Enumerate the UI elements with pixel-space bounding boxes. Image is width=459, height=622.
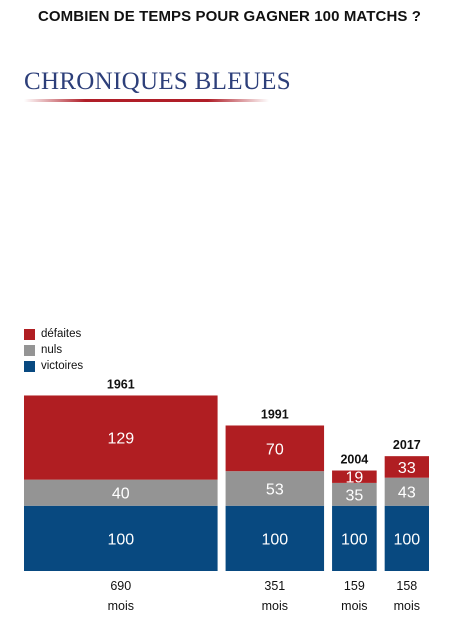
legend-label-defaites: défaites	[41, 328, 82, 340]
bar-segment-2004-1	[332, 482, 377, 506]
logo-rule	[24, 99, 269, 102]
year-label-1961: 1961	[107, 377, 135, 391]
bar-segment-2017-0	[384, 505, 429, 571]
legend-item-defaites: défaites	[24, 326, 83, 342]
legend-label-nuls: nuls	[41, 344, 63, 356]
bar-segment-1991-0	[225, 505, 325, 571]
legend-swatch-defaites	[24, 328, 35, 340]
bar-segment-2017-1	[384, 477, 429, 506]
value-label-1961-1: 40	[112, 486, 130, 503]
legend-item-victoires: victoires	[24, 358, 83, 374]
months-unit-1991: mois	[262, 599, 288, 613]
bar-segment-2017-2	[384, 456, 429, 478]
bar-segment-1961-2	[24, 395, 218, 480]
value-label-1991-1: 53	[266, 481, 284, 498]
legend: défaites nuls victoires	[24, 326, 83, 374]
chart-title: COMBIEN DE TEMPS POUR GAGNER 100 MATCHS …	[37, 8, 422, 25]
year-label-2017: 2017	[393, 438, 421, 452]
months-unit-2004: mois	[341, 599, 367, 613]
year-label-2004: 2004	[340, 453, 368, 467]
months-unit-2017: mois	[394, 599, 420, 613]
value-label-2017-2: 33	[398, 460, 416, 477]
bar-segment-2004-0	[332, 505, 377, 571]
value-label-2004-2: 19	[345, 470, 363, 487]
months-unit-1961: mois	[108, 599, 134, 613]
legend-item-nuls: nuls	[24, 342, 83, 358]
legend-swatch-victoires	[24, 360, 35, 372]
value-label-2004-0: 100	[341, 531, 368, 548]
value-label-1991-2: 70	[266, 441, 284, 458]
months-value-1991: 351	[264, 579, 285, 593]
value-label-2017-1: 43	[398, 485, 416, 502]
legend-swatch-nuls	[24, 344, 35, 356]
months-value-1961: 690	[110, 579, 131, 593]
legend-label-victoires: victoires	[41, 360, 84, 372]
value-label-1991-0: 100	[261, 531, 288, 548]
value-label-1961-0: 100	[107, 531, 134, 548]
chroniques-bleues-logo: CHRONIQUES BLEUES	[24, 68, 291, 102]
value-label-2017-0: 100	[393, 531, 420, 548]
logo-text: CHRONIQUES BLEUES	[24, 68, 291, 95]
months-value-2017: 158	[396, 579, 417, 593]
bar-segment-2004-2	[332, 470, 377, 483]
months-value-2004: 159	[344, 579, 365, 593]
year-label-1991: 1991	[261, 407, 289, 421]
bar-segment-1991-1	[225, 471, 325, 506]
value-label-2004-1: 35	[345, 487, 363, 504]
bar-segment-1961-1	[24, 479, 218, 506]
value-label-1961-2: 129	[107, 431, 134, 448]
bar-segment-1991-2	[225, 425, 325, 472]
bar-segment-1961-0	[24, 505, 218, 571]
